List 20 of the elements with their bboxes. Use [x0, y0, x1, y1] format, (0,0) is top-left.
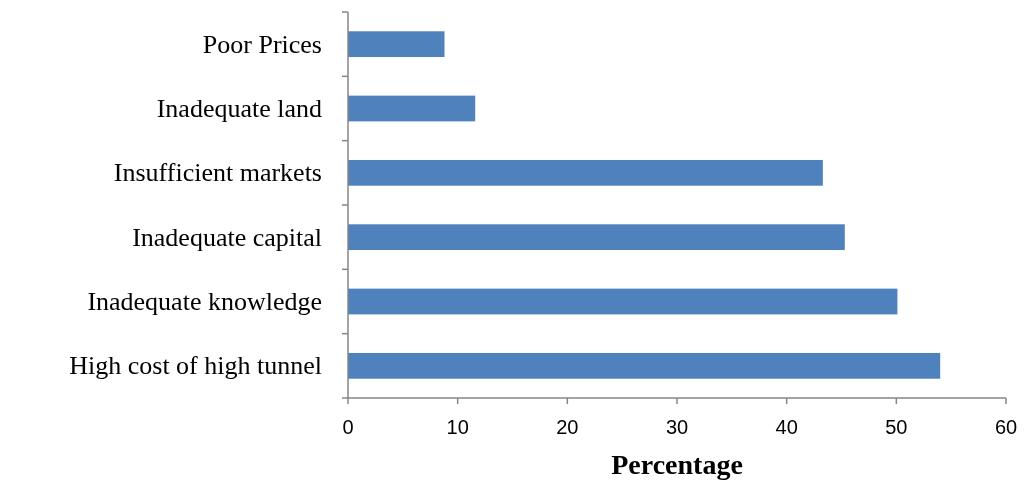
- bar: [348, 31, 445, 58]
- bar: [348, 159, 823, 186]
- y-tick-label: Inadequate capital: [132, 222, 322, 252]
- y-tick-label: Insufficient markets: [113, 158, 322, 188]
- x-tick-label: 60: [994, 416, 1018, 438]
- x-tick-label: 20: [556, 416, 579, 438]
- x-tick-label: 50: [885, 416, 908, 438]
- bar: [348, 224, 845, 251]
- x-tick-label: 30: [665, 416, 689, 438]
- bar: [348, 352, 941, 379]
- x-axis-title: Percentage: [611, 449, 743, 480]
- y-tick-label: Inadequate knowledge: [87, 287, 322, 316]
- y-tick-label: Inadequate land: [156, 94, 322, 123]
- bar: [348, 288, 898, 315]
- y-tick-label: Poor Prices: [202, 29, 322, 59]
- x-tick-label: 10: [446, 416, 469, 438]
- x-tick-label: 0: [342, 416, 354, 438]
- y-tick-label: High cost of high tunnel: [69, 351, 322, 381]
- x-tick-label: 40: [775, 416, 798, 438]
- bar: [348, 95, 476, 122]
